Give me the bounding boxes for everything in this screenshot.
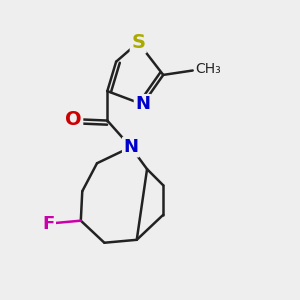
Text: F: F: [42, 214, 55, 232]
Text: O: O: [65, 110, 82, 129]
Text: CH₃: CH₃: [196, 62, 221, 76]
Text: N: N: [123, 138, 138, 156]
Text: S: S: [131, 33, 145, 52]
Text: N: N: [135, 95, 150, 113]
